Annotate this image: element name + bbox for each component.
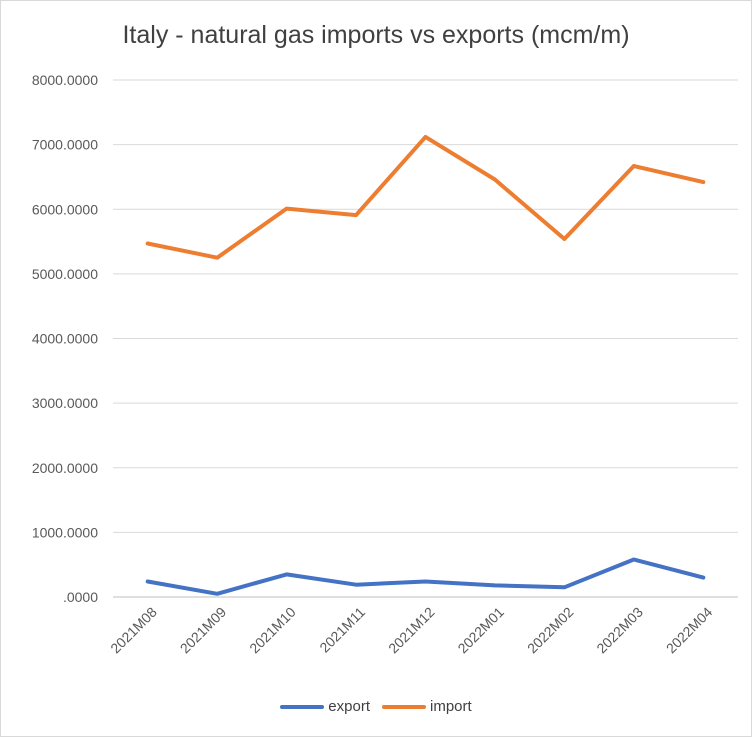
legend-item-import: import bbox=[382, 698, 472, 715]
y-tick-label: 3000.0000 bbox=[32, 395, 98, 411]
x-tick-label: 2021M12 bbox=[385, 604, 438, 657]
x-tick-label: 2021M10 bbox=[246, 604, 299, 657]
y-tick-label: 6000.0000 bbox=[32, 201, 98, 217]
y-tick-label: 1000.0000 bbox=[32, 524, 98, 540]
y-tick-label: 4000.0000 bbox=[32, 331, 98, 347]
legend-swatch-export bbox=[280, 704, 325, 709]
x-tick-label: 2021M08 bbox=[107, 604, 160, 657]
legend-item-export: export bbox=[280, 698, 370, 715]
legend-label-export: export bbox=[328, 698, 370, 715]
x-tick-label: 2021M11 bbox=[316, 604, 368, 656]
y-tick-label: 7000.0000 bbox=[32, 137, 98, 153]
x-tick-label: 2021M09 bbox=[177, 604, 230, 657]
x-tick-label: 2022M01 bbox=[454, 604, 507, 657]
chart-title: Italy - natural gas imports vs exports (… bbox=[122, 21, 630, 49]
y-tick-label: 8000.0000 bbox=[32, 72, 98, 88]
series-line-import bbox=[145, 134, 706, 260]
y-tick-label: 2000.0000 bbox=[32, 460, 98, 476]
x-tick-label: 2022M04 bbox=[663, 604, 716, 657]
y-tick-label: .0000 bbox=[63, 589, 98, 605]
x-tick-label: 2022M03 bbox=[593, 604, 646, 657]
x-tick-label: 2022M02 bbox=[524, 604, 577, 657]
legend: export import bbox=[1, 698, 751, 715]
legend-swatch-import bbox=[382, 704, 426, 709]
y-tick-label: 5000.0000 bbox=[32, 266, 98, 282]
series-line-export bbox=[145, 557, 706, 596]
legend-label-import: import bbox=[430, 698, 472, 715]
